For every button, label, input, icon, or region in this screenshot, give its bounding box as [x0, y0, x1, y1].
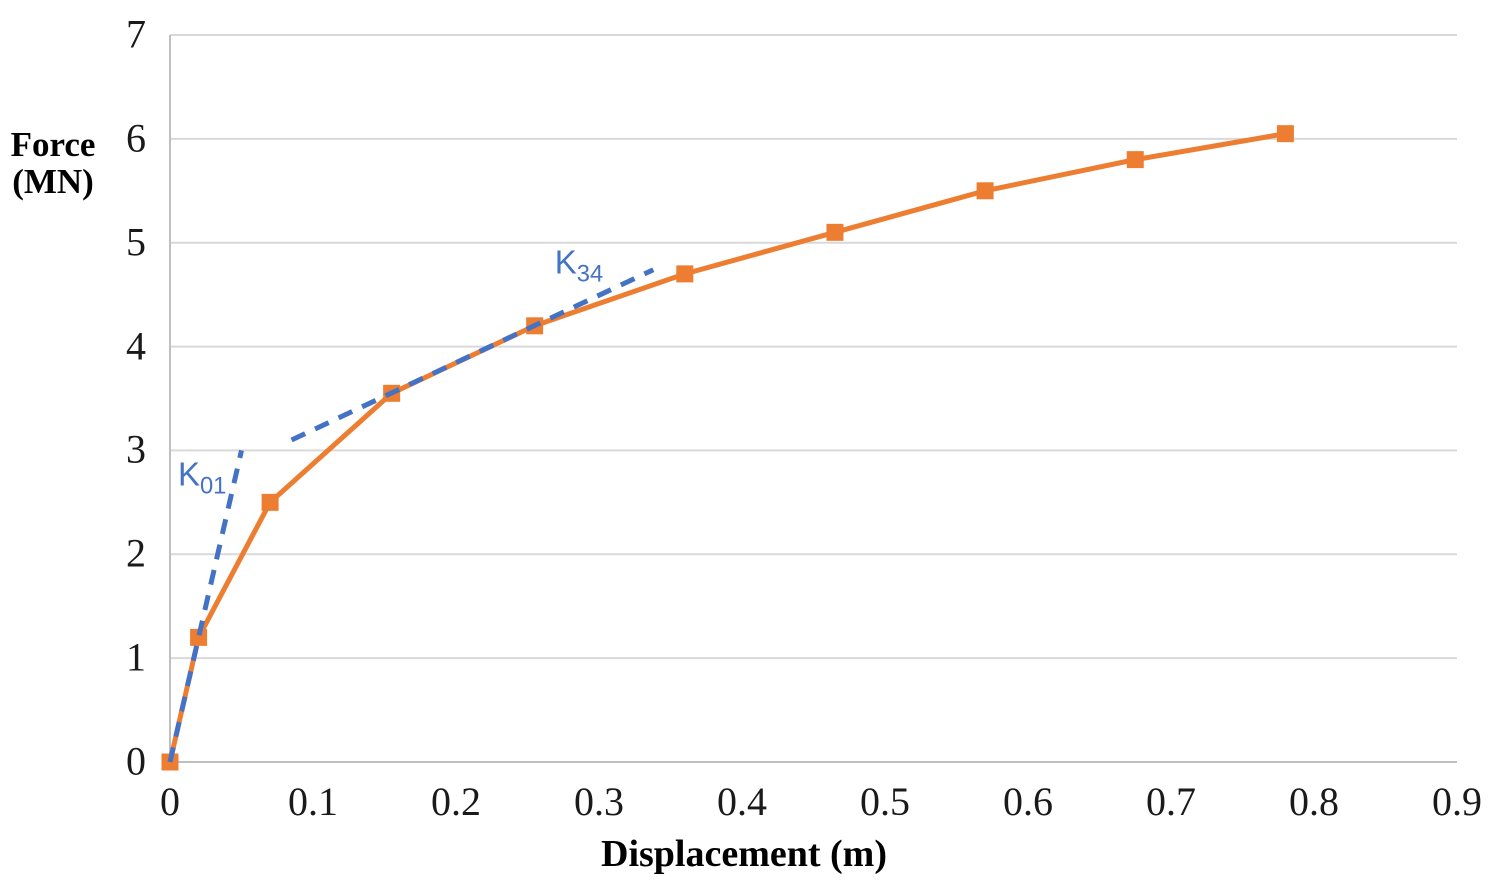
- y-axis-title-line2: (MN): [12, 162, 94, 201]
- annotation-k34-base: K: [554, 243, 577, 281]
- series-k34-tangent-line: [290, 267, 655, 443]
- data-point-marker: [676, 265, 694, 283]
- annotation-k01: K01: [178, 457, 226, 502]
- x-axis-title: Displacement (m): [601, 833, 887, 875]
- data-point-marker: [261, 493, 279, 511]
- y-axis-title: Force (MN): [0, 126, 106, 200]
- data-point-marker: [826, 223, 844, 241]
- series-k01-tangent-line: [167, 449, 244, 763]
- series-force-displacement-curve: [167, 131, 1288, 765]
- data-point-marker: [1126, 151, 1144, 169]
- data-point-marker: [190, 628, 208, 646]
- data-point-marker: [976, 182, 994, 200]
- annotation-k01-base: K: [177, 455, 200, 493]
- annotation-k01-subscript: 01: [199, 471, 227, 499]
- annotation-k34: K34: [555, 245, 603, 290]
- data-point-marker: [1276, 125, 1294, 143]
- annotation-k34-subscript: 34: [576, 259, 604, 287]
- y-axis-title-line1: Force: [10, 125, 96, 164]
